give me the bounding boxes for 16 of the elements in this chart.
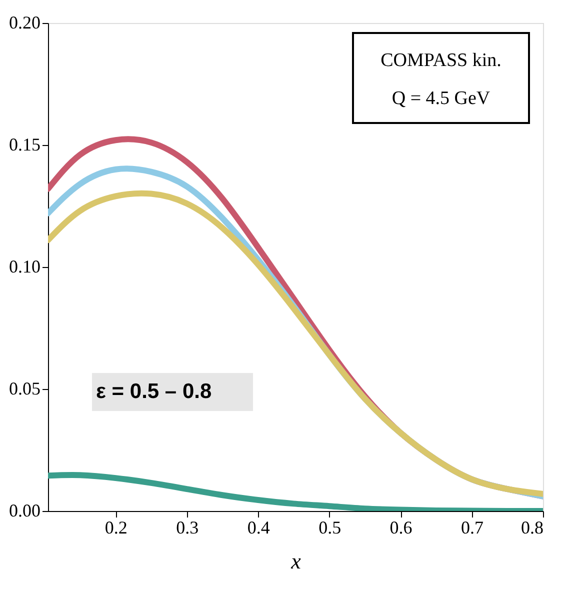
x-tick-label: 0.6 — [390, 518, 412, 538]
x-axis-title: x — [290, 548, 302, 574]
y-tick-label: 0.05 — [9, 378, 40, 398]
annotation: ε = 0.5 – 0.8 — [96, 380, 212, 403]
x-tick-label: 0.5 — [318, 518, 342, 538]
y-tick-label: 0.00 — [9, 500, 40, 520]
annotation: Q = 4.5 GeV — [392, 88, 490, 109]
x-tick-label: 0.7 — [461, 518, 484, 538]
x-tick-label: 0.4 — [247, 518, 270, 538]
annotation: COMPASS kin. — [380, 50, 502, 71]
y-tick-label: 0.20 — [9, 12, 40, 32]
y-tick-label: 0.10 — [9, 256, 40, 276]
x-tick-label: 0.8 — [521, 518, 544, 538]
x-tick-label: 0.2 — [104, 518, 128, 538]
y-tick-label: 0.15 — [9, 134, 40, 154]
x-tick-label: 0.3 — [176, 518, 199, 538]
